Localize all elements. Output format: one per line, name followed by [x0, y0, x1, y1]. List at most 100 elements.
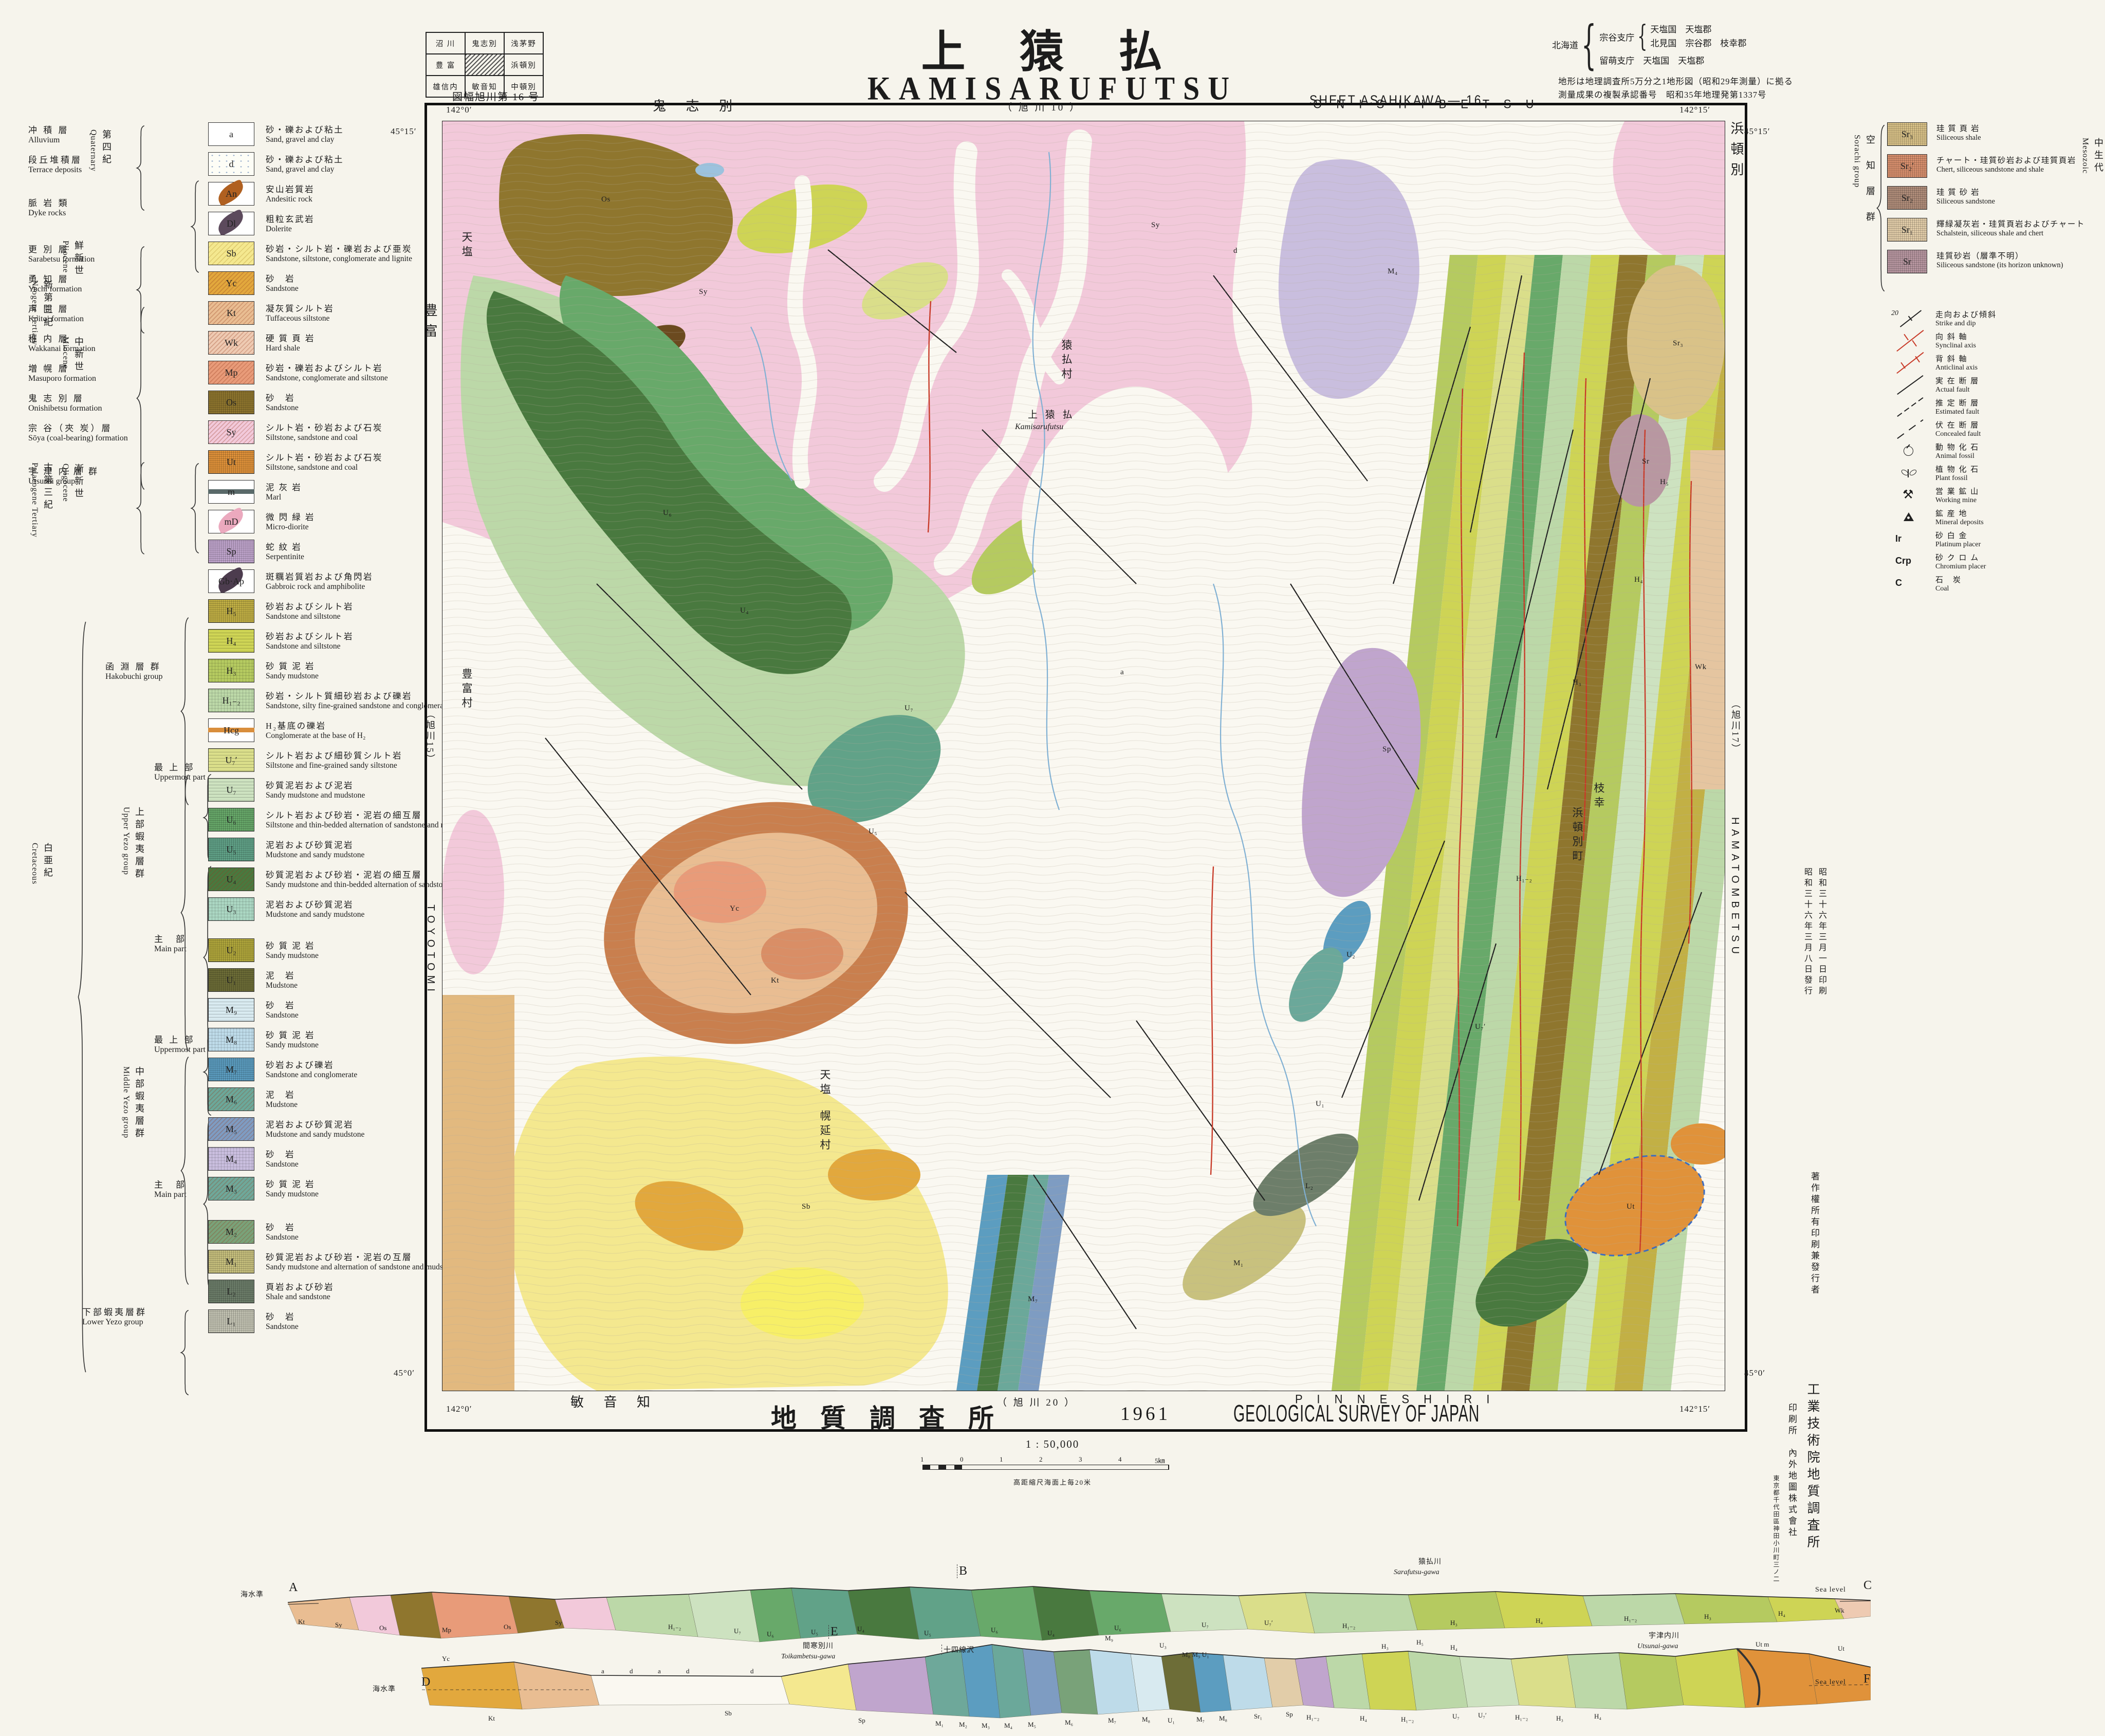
symbol-label: 向 斜 軸 Synclinal axis [1935, 333, 1976, 349]
symbol-label: 走向および傾斜 Strike and dip [1935, 310, 1997, 327]
legend-row: Sp 蛇 紋 岩 Serpentinite [28, 540, 439, 563]
legend-row: Sr 珪質砂岩（層準不明） Siliceous sandstone (its h… [1887, 250, 2103, 273]
scale-tick: 4 [1118, 1455, 1122, 1463]
legend-row: 稚 内 層 Wakkanai formation Wk 硬 質 頁 岩 Hard… [28, 331, 439, 355]
edge-label: 鬼 志 別 [653, 99, 741, 114]
section-label: 海水準 [373, 1686, 396, 1693]
era-label: Miocene 中新世 [61, 337, 84, 374]
lithology: 微 閃 緑 岩 Micro-diorite [266, 512, 315, 531]
district-line: 天塩国 天塩郡 [1650, 25, 1712, 34]
corner-coordinate: 45°15′ [1744, 126, 1770, 136]
legend-row: 増 幌 層 Masuporo formation Mp 砂岩・礫岩およびシルト岩… [28, 361, 439, 384]
brace [135, 125, 146, 211]
section-unit-code: Sy [555, 1619, 562, 1627]
symbol-icon [1890, 442, 1935, 460]
legend-swatch: U₃ [208, 897, 254, 921]
legend-swatch: mD [208, 507, 254, 534]
formation-name [28, 938, 156, 939]
legend-row: L₂ 頁岩および砂岩 Shale and sandstone [28, 1280, 439, 1303]
unit-code-label: Sp [1382, 745, 1391, 753]
lithology: 斑糲岩質岩および角閃岩 Gabbroic rock and amphibolit… [266, 572, 373, 591]
era-label: Upper Yezo group 上部蝦夷層群 [122, 807, 144, 881]
symbol-row: C 石 炭 Coal [1890, 572, 2105, 595]
section-unit-code: H₁₋₂ [1515, 1713, 1528, 1721]
cross-section-art [421, 1644, 1871, 1719]
lithology: 珪 質 頁 岩 Siliceous shale [1936, 124, 1981, 142]
section-unit-code: H₁₋₂ [1306, 1713, 1320, 1721]
map-canvas [442, 121, 1725, 1391]
section-unit-code: Sr₁ [1254, 1712, 1263, 1720]
legend-row: M₈ 砂 質 泥 岩 Sandy mudstone [28, 1028, 439, 1051]
lithology: 砂・礫および粘土 Sand, gravel and clay [266, 155, 344, 174]
formation-name: 脈 岩 類 Dyke rocks [28, 198, 69, 217]
scale-tick: 2 [1039, 1455, 1043, 1463]
legend-swatch: U₁ [208, 968, 254, 992]
place-label: 上 猿 払 [1028, 410, 1075, 420]
formation-name [28, 599, 156, 600]
lithology: チャート・珪質砂岩および珪質頁岩 Chert, siliceous sandst… [1936, 156, 2076, 174]
section-unit-code: U₃ [1159, 1641, 1167, 1649]
unit-code-label: U₄ [740, 606, 749, 615]
scale-bar-ticks: 1 0 1 2 3 4 5㎞ [920, 1455, 1169, 1465]
legend-row: U₃ 泥岩および砂質泥岩 Mudstone and sandy mudstone [28, 897, 439, 921]
legend-row: U₇′ シルト岩および細砂質シルト岩 Siltstone and fine-gr… [28, 748, 439, 772]
publication-year: 1961 [1120, 1403, 1171, 1425]
legend-swatch: U₂ [208, 938, 254, 962]
unit-code-label: U₇ [904, 704, 914, 712]
section-unit-code: Kt [488, 1714, 495, 1722]
symbol-row: 伏 在 断 層 Concealed fault [1890, 418, 2105, 440]
legend-row: m 泥 灰 岩 Marl [28, 480, 439, 504]
lithology: シルト岩・砂岩および石炭 Siltstone, sandstone and co… [266, 423, 383, 442]
brace [201, 1028, 213, 1116]
formation-name [28, 718, 156, 719]
place-label: 幌延村 [819, 1110, 831, 1153]
edge-label: （ 旭 川 20 ） [997, 1397, 1077, 1408]
section-label: Toikambetsu-gawa [781, 1653, 836, 1660]
legend-swatch: U₆ [208, 808, 254, 832]
section-unit-code: Os [379, 1624, 387, 1632]
lithology: 頁岩および砂岩 Shale and sandstone [266, 1282, 334, 1301]
group-label: 函 淵 層 群 Hakobuchi group [105, 662, 163, 681]
lithology: 蛇 紋 岩 Serpentinite [266, 542, 304, 561]
section-unit-code: H₃ [1450, 1619, 1457, 1627]
symbol-label: 背 斜 軸 Anticlinal axis [1935, 355, 1978, 372]
symbol-row: 実 在 断 層 Actual fault [1890, 374, 2105, 396]
lithology: 砂 質 泥 岩 Sandy mudstone [266, 1179, 319, 1198]
symbol-icon [1890, 329, 1935, 352]
legend-row: 鬼 志 別 層 Onishibetsu formation Os 砂 岩 San… [28, 391, 439, 414]
lithology: 安山岩質岩 Andesitic rock [266, 184, 315, 204]
legend-row: Sr₂′ チャート・珪質砂岩および珪質頁岩 Chert, siliceous s… [1887, 154, 2103, 178]
legend-row: L₁ 砂 岩 Sandstone [28, 1309, 439, 1333]
lithology: 珪質砂岩（層準不明） Siliceous sandstone (its hori… [1936, 252, 2063, 269]
legend-swatch: H₁₋₂ [208, 689, 254, 712]
legend-left: 冲 積 層 Alluvium a 砂・礫および粘土 Sand, gravel a… [28, 122, 496, 1339]
adjoining-sheet-cell: 雄信内 [426, 76, 465, 97]
section-unit-code: Kt [298, 1618, 305, 1626]
era-label: Middle Yezo group 中部蝦夷層群 [122, 1066, 144, 1140]
edge-label: 豊富 [422, 303, 437, 344]
legend-swatch: Wk [208, 331, 254, 355]
unit-code-label: H₃ [1573, 678, 1582, 687]
symbol-label: 実 在 断 層 Actual fault [1935, 377, 1980, 394]
section-unit-code: M₄ [1004, 1722, 1013, 1729]
lithology: 輝緑凝灰岩・珪質頁岩およびチャート Schalstein, siliceous … [1936, 220, 2085, 237]
formation-name: 鬼 志 別 層 Onishibetsu formation [28, 394, 102, 413]
brace [201, 773, 213, 862]
lithology: 砂 岩 Sandstone [266, 1001, 299, 1020]
scale-caption: 高距縮尺海面上毎20米 [1013, 1479, 1092, 1486]
admin-divisions: 北海道 { 宗谷支庁 { 天塩国 天塩郡 北見国 宗谷郡 枝幸郡 留萌支庁 天塩… [1552, 14, 1746, 75]
scale-tick: 3 [1079, 1455, 1082, 1463]
geologic-map-art [442, 121, 1725, 1391]
legend-swatch: Kt [208, 301, 254, 325]
legend-row: 宗 谷（夾 炭）層 Sōya (coal-bearing) formation … [28, 420, 439, 444]
formation-name [28, 1147, 156, 1148]
era-label: Quaternary 第四紀 [89, 130, 112, 172]
subprefecture-rumoi: 留萌支庁 天塩国 天塩郡 [1599, 56, 1705, 66]
group-label: 主 部 Main part [154, 1180, 187, 1199]
unit-code-label: M₁ [1233, 1259, 1244, 1267]
unit-code-label: Kt [771, 976, 779, 985]
symbol-label: 砂 ク ロ ム Chromium placer [1935, 553, 1986, 570]
unit-code-label: L₂ [1305, 1182, 1314, 1190]
edge-label: O N I S H I B E T S U [1313, 97, 1540, 112]
lithology: 泥岩および砂質泥岩 Mudstone and sandy mudstone [266, 1120, 365, 1139]
